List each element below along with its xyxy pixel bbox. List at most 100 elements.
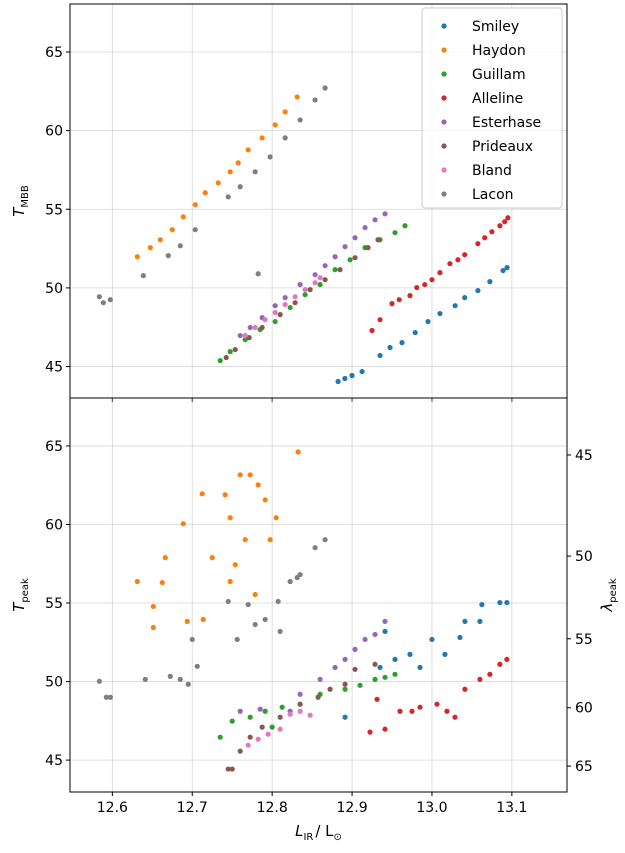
point [297,281,303,288]
point [372,661,378,667]
point [312,272,318,278]
point [500,267,506,274]
point [342,656,348,663]
point [167,673,173,679]
point [335,378,341,385]
y-tick-label: 65 [45,45,63,61]
point [292,300,298,306]
point [382,726,388,732]
point [337,267,343,273]
point [277,726,283,732]
point [265,731,271,737]
point [134,254,140,260]
label-part: ⊙ [334,832,342,843]
point [434,701,440,707]
x-tick-label: 13.1 [496,800,527,816]
point [247,734,253,740]
point [252,621,258,628]
y-axis-label: Tpeak [10,578,31,612]
point [347,257,353,263]
point [487,279,493,285]
label-part: L [295,822,303,840]
point [134,578,140,585]
point [245,742,251,748]
point [425,318,431,325]
point [189,636,195,643]
x-axis-label: LIR / L⊙ [295,822,342,843]
point [277,628,283,635]
point [252,591,258,598]
legend-marker [441,71,447,77]
point [307,287,313,293]
point [392,671,398,677]
point [312,545,318,551]
legend-label: Bland [472,163,512,179]
y-tick-label: 55 [45,596,63,612]
legend-marker [441,23,447,29]
point [272,122,278,128]
point [452,714,458,720]
point [279,704,285,710]
point [180,214,186,220]
point [282,301,288,308]
label-part: T [10,206,28,217]
point [302,287,308,293]
point [489,229,495,235]
point [292,294,298,300]
point [357,682,363,688]
point [342,714,348,720]
point [367,729,373,735]
point [157,237,163,243]
legend-marker [441,95,447,101]
point [322,537,328,543]
point [225,598,231,605]
y2-tick-label: 55 [575,632,593,648]
point [257,706,263,712]
point [462,618,468,624]
point [315,694,321,700]
point [282,135,288,141]
point [227,578,233,585]
point [107,694,113,700]
point [237,332,243,339]
point [217,357,223,364]
point [234,636,240,643]
point [377,664,383,671]
point [295,449,301,455]
point [232,562,238,568]
point [242,337,248,343]
point [377,317,383,323]
point [457,634,463,641]
point [246,335,252,341]
point [235,160,241,166]
point [277,312,283,318]
point [342,681,348,687]
point [223,354,229,361]
point [442,651,448,657]
point [245,601,251,608]
point [255,482,261,488]
point [362,225,368,231]
y-tick-label: 50 [45,675,63,691]
point [504,265,510,271]
point [247,714,253,720]
legend-label: Alleline [472,91,523,107]
point [262,708,268,714]
label-part: IR [303,832,313,843]
point [317,676,323,682]
point [317,275,323,281]
point [247,472,253,478]
point [237,708,243,714]
point [352,666,358,672]
legend-marker [441,119,447,125]
point [372,217,378,223]
point [407,293,413,299]
point [387,344,393,351]
point [349,372,355,379]
legend-label: Guillam [472,67,526,83]
point [477,618,483,624]
point [302,292,308,298]
point [272,318,278,325]
point [477,676,483,682]
